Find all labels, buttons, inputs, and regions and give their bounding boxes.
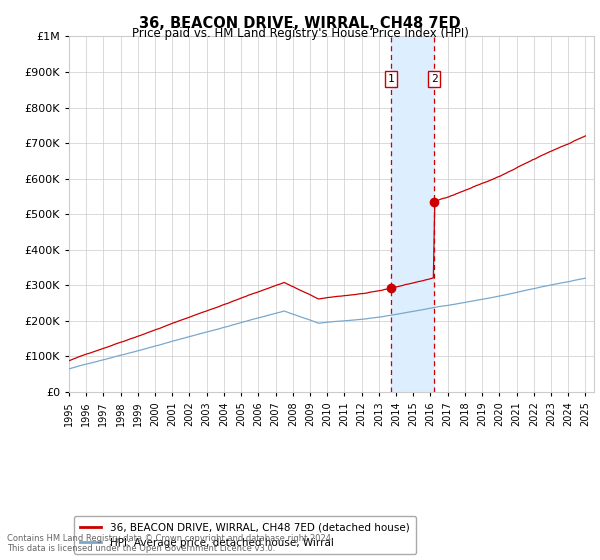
Bar	[391, 36, 434, 392]
Text: Price paid vs. HM Land Registry's House Price Index (HPI): Price paid vs. HM Land Registry's House …	[131, 27, 469, 40]
Text: 36, BEACON DRIVE, WIRRAL, CH48 7ED: 36, BEACON DRIVE, WIRRAL, CH48 7ED	[139, 16, 461, 31]
Text: 2: 2	[431, 74, 437, 84]
Text: Contains HM Land Registry data © Crown copyright and database right 2024.
This d: Contains HM Land Registry data © Crown c…	[7, 534, 334, 553]
Text: 1: 1	[388, 74, 395, 84]
Legend: 36, BEACON DRIVE, WIRRAL, CH48 7ED (detached house), HPI: Average price, detache: 36, BEACON DRIVE, WIRRAL, CH48 7ED (deta…	[74, 516, 416, 554]
